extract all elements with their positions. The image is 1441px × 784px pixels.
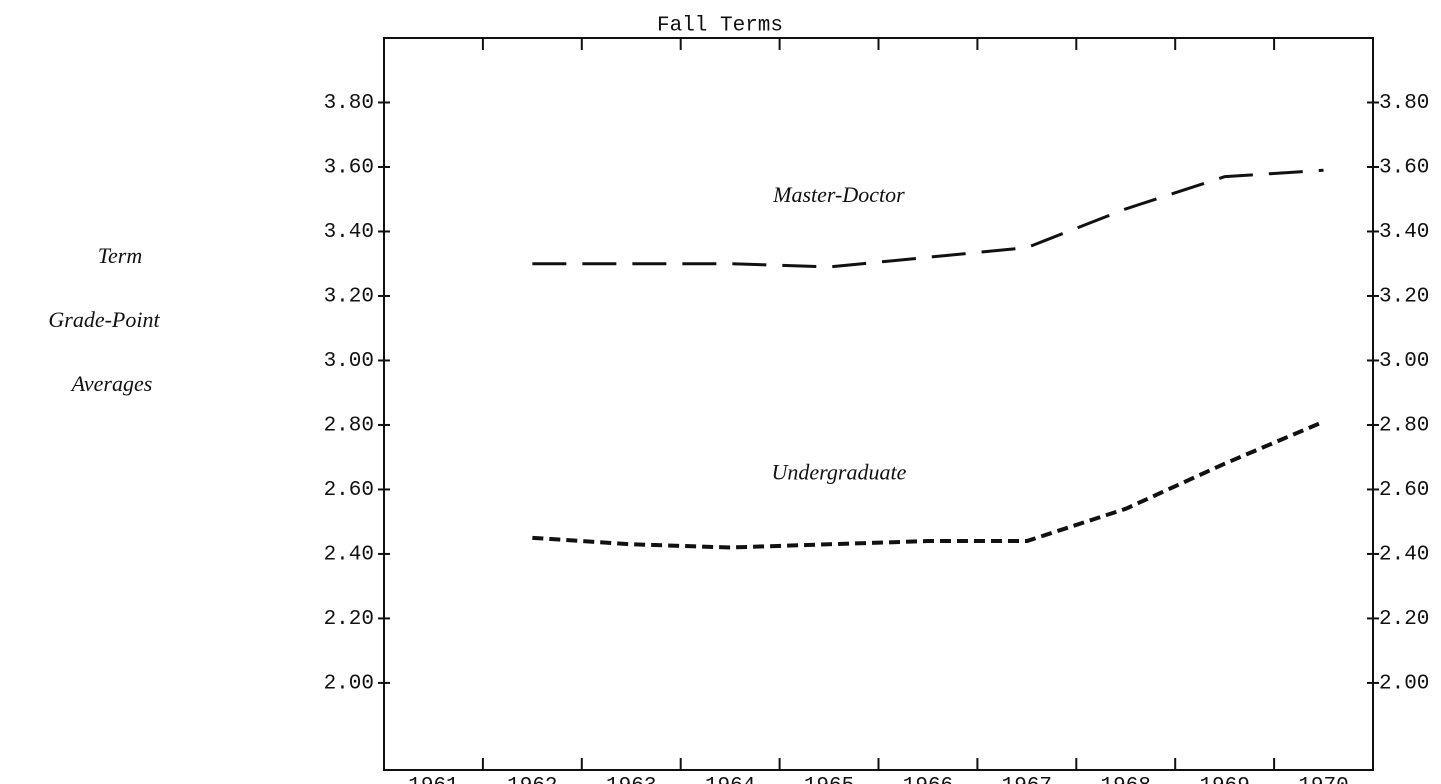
y-tick-label: 3.20 bbox=[324, 286, 374, 309]
y2-tick-label: 2.20 bbox=[1379, 608, 1429, 631]
series-label: Master-Doctor bbox=[772, 182, 905, 207]
y2-tick-label: 3.00 bbox=[1379, 350, 1429, 373]
y-axis-label: Averages bbox=[70, 371, 153, 396]
x-tick-label: 1968 bbox=[1101, 775, 1151, 784]
y-tick-label: 3.40 bbox=[324, 221, 374, 244]
y2-tick-label: 2.80 bbox=[1379, 415, 1429, 438]
series-line bbox=[532, 419, 1325, 550]
x-tick-label: 1966 bbox=[903, 775, 953, 784]
x-tick-label: 1967 bbox=[1002, 775, 1052, 784]
y-tick-label: 2.60 bbox=[324, 479, 374, 502]
x-tick-label: 1969 bbox=[1199, 775, 1249, 784]
x-tick-label: 1964 bbox=[705, 775, 755, 784]
plot-frame bbox=[383, 37, 1374, 771]
y2-tick-label: 3.40 bbox=[1379, 221, 1429, 244]
y-tick-label: 2.80 bbox=[324, 415, 374, 438]
y-tick-label: 3.80 bbox=[324, 92, 374, 115]
y-tick-label: 2.40 bbox=[324, 543, 374, 566]
series-label: Undergraduate bbox=[772, 459, 907, 484]
y-tick-label: 2.20 bbox=[324, 608, 374, 631]
x-tick-label: 1961 bbox=[408, 775, 458, 784]
y-tick-label: 3.60 bbox=[324, 157, 374, 180]
x-tick-label: 1965 bbox=[804, 775, 854, 784]
chart-title: Fall Terms bbox=[657, 15, 783, 38]
y2-tick-label: 3.20 bbox=[1379, 286, 1429, 309]
y2-tick-label: 2.40 bbox=[1379, 543, 1429, 566]
y2-tick-label: 2.60 bbox=[1379, 479, 1429, 502]
series-line bbox=[532, 168, 1324, 269]
y-tick-label: 3.00 bbox=[324, 350, 374, 373]
y-axis-label: Grade-Point bbox=[48, 307, 160, 332]
x-tick-label: 1970 bbox=[1298, 775, 1348, 784]
y-axis-label: Term bbox=[98, 243, 142, 268]
x-tick-label: 1962 bbox=[507, 775, 557, 784]
y2-tick-label: 3.80 bbox=[1379, 92, 1429, 115]
x-tick-label: 1963 bbox=[606, 775, 656, 784]
y2-tick-label: 2.00 bbox=[1379, 672, 1429, 695]
y-tick-label: 2.00 bbox=[324, 672, 374, 695]
y2-tick-label: 3.60 bbox=[1379, 157, 1429, 180]
